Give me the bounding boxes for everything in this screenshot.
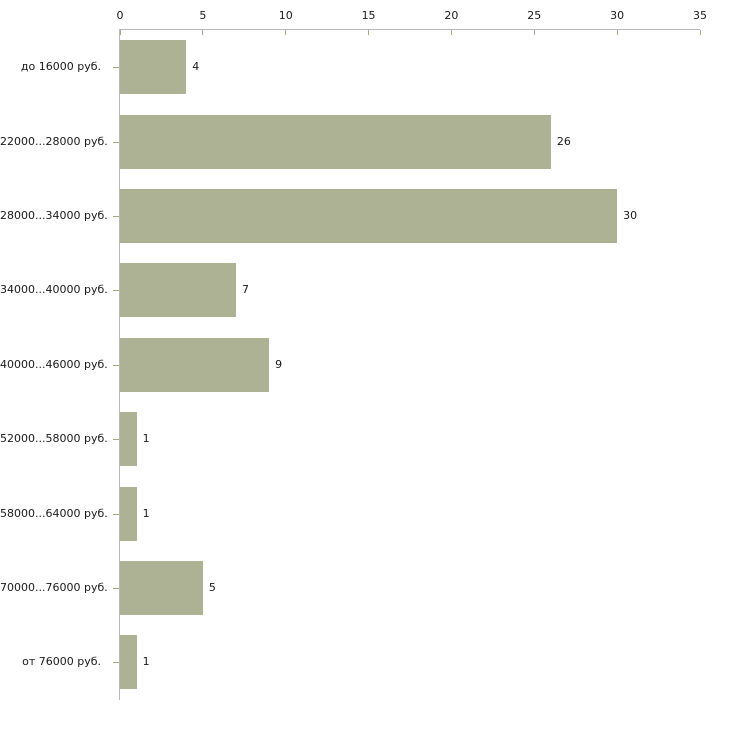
- bar: [120, 486, 137, 541]
- y-axis-category-label: 52000...58000 руб.: [0, 432, 108, 446]
- y-axis-line: [119, 30, 120, 700]
- x-tick-mark: [450, 30, 452, 35]
- y-axis-category-label: 28000...34000 руб.: [0, 209, 108, 222]
- x-tick-label: 15: [361, 9, 376, 22]
- x-tick-label: 5: [199, 9, 207, 22]
- x-tick-mark: [368, 30, 370, 35]
- y-tick-mark: [113, 290, 119, 291]
- y-tick-mark: [113, 216, 119, 217]
- bar-value-label: 5: [208, 581, 216, 594]
- x-tick-mark: [285, 30, 287, 35]
- bar: [120, 635, 137, 690]
- bar: [120, 412, 137, 467]
- y-axis-category-label: 70000...76000 руб.: [0, 581, 108, 594]
- x-tick-label: 25: [527, 9, 542, 22]
- x-tick-mark: [119, 30, 121, 35]
- y-tick-mark: [113, 365, 119, 366]
- y-tick-mark: [113, 439, 119, 440]
- bar: [120, 337, 270, 392]
- y-axis-category-label: 58000...64000 руб.: [0, 506, 108, 520]
- y-axis-category-label: 40000...46000 руб.: [0, 357, 108, 371]
- bar-value-label: 4: [192, 60, 200, 74]
- bar-value-label: 1: [142, 432, 150, 446]
- x-tick-label: 10: [278, 9, 293, 22]
- x-tick-label: 35: [693, 9, 707, 22]
- y-tick-mark: [113, 514, 119, 515]
- bar: [120, 114, 551, 169]
- bar-value-label: 1: [142, 655, 150, 669]
- y-axis-category-label: 22000...28000 руб.: [0, 134, 108, 148]
- bar-value-label: 1: [142, 506, 150, 520]
- x-tick-mark: [202, 30, 204, 35]
- x-tick-label: 30: [610, 9, 625, 22]
- bar-value-label: 9: [275, 357, 283, 371]
- x-tick-mark: [533, 30, 535, 35]
- bar: [120, 263, 236, 318]
- bar: [120, 40, 187, 95]
- bar-value-label: 30: [623, 209, 638, 222]
- y-tick-mark: [113, 142, 119, 143]
- x-tick-label: 0: [116, 9, 124, 22]
- bar-value-label: 7: [242, 283, 249, 297]
- y-tick-mark: [113, 67, 119, 68]
- y-axis-category-label: до 16000 руб.: [20, 60, 101, 74]
- x-tick-label: 20: [444, 9, 459, 22]
- y-axis-category-label: 34000...40000 руб.: [0, 283, 108, 297]
- x-tick-mark: [616, 30, 618, 35]
- y-tick-mark: [113, 588, 119, 589]
- bar: [120, 561, 203, 615]
- bar-value-label: 26: [556, 134, 571, 148]
- y-axis-category-label: от 76000 руб.: [22, 655, 101, 669]
- x-tick-mark: [699, 30, 701, 35]
- y-tick-mark: [113, 662, 119, 663]
- bar: [120, 189, 618, 243]
- x-axis-line: [119, 29, 700, 30]
